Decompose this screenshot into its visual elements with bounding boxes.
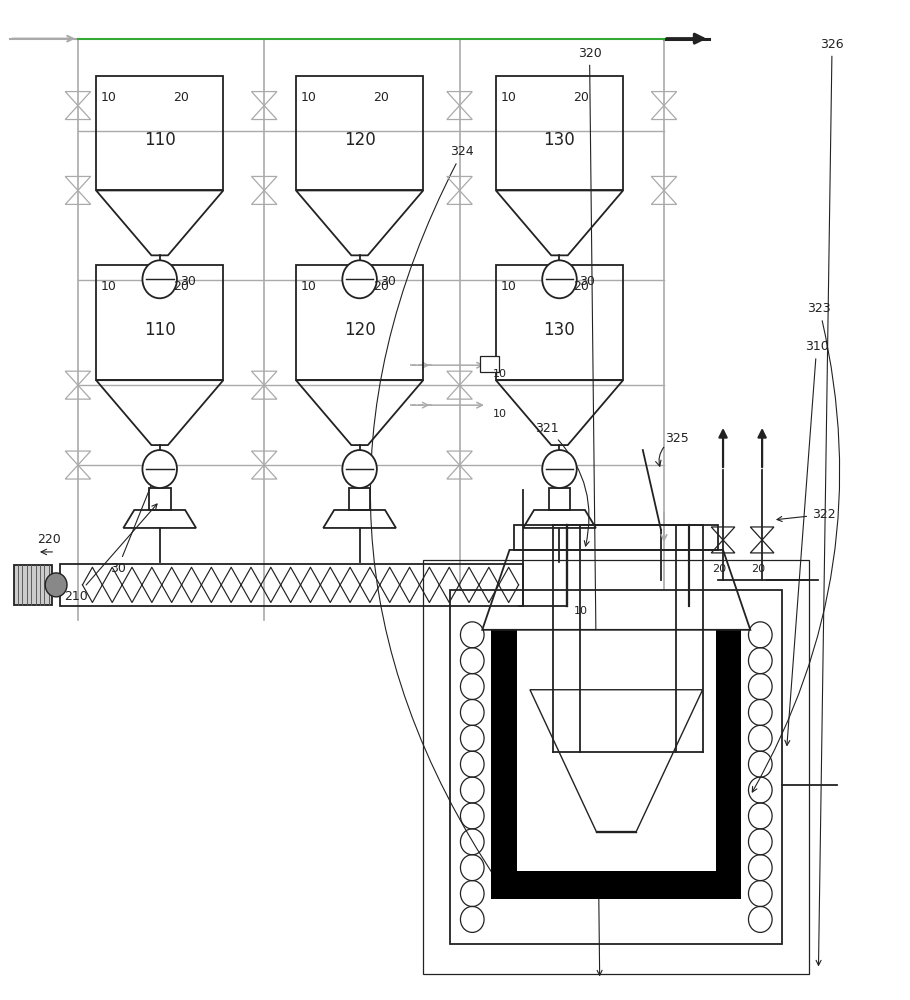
Circle shape [542,450,577,488]
Text: 120: 120 [344,131,376,149]
Text: 323: 323 [753,302,840,792]
Text: 10: 10 [300,91,317,104]
Text: 10: 10 [501,280,516,293]
Circle shape [143,260,177,298]
Text: 10: 10 [501,91,516,104]
Bar [549,488,571,510]
Bar [450,590,782,944]
Text: 30: 30 [110,468,158,575]
Text: 310: 310 [784,340,829,745]
Bar [15,565,53,605]
Text: 322: 322 [777,508,835,521]
Text: 321: 321 [535,422,589,546]
Text: 20: 20 [373,280,389,293]
Text: 10: 10 [493,409,507,419]
Circle shape [342,450,377,488]
Bar [491,630,517,899]
Text: 320: 320 [578,47,602,975]
Text: 10: 10 [574,606,588,616]
Text: 30: 30 [379,275,396,288]
Bar [149,488,170,510]
Text: 20: 20 [173,280,189,293]
Circle shape [143,450,177,488]
Text: 220: 220 [37,533,61,546]
Text: 20: 20 [573,280,589,293]
Text: 10: 10 [101,280,116,293]
Text: 120: 120 [344,321,376,339]
Text: 30: 30 [179,275,196,288]
Bar [60,564,523,606]
Bar [423,560,809,974]
Text: 130: 130 [543,131,575,149]
Text: 20: 20 [752,564,765,574]
Text: 130: 130 [543,321,575,339]
Circle shape [542,260,577,298]
Bar [480,356,499,372]
Text: 20: 20 [373,91,389,104]
Text: 20: 20 [713,564,726,574]
Text: 10: 10 [101,91,116,104]
Bar [716,630,742,899]
Text: 20: 20 [173,91,189,104]
Text: 210: 210 [65,504,157,603]
Text: 324: 324 [370,145,498,882]
Text: 10: 10 [493,369,507,379]
Text: 10: 10 [300,280,317,293]
Circle shape [46,573,67,597]
Bar [349,488,370,510]
Bar [514,525,719,550]
Bar [491,871,742,899]
Text: 326: 326 [816,38,844,965]
Text: 110: 110 [144,321,176,339]
Text: 325: 325 [665,432,689,445]
Text: 110: 110 [144,131,176,149]
Bar [517,630,716,871]
Text: 30: 30 [580,275,595,288]
Circle shape [342,260,377,298]
Text: 20: 20 [573,91,589,104]
